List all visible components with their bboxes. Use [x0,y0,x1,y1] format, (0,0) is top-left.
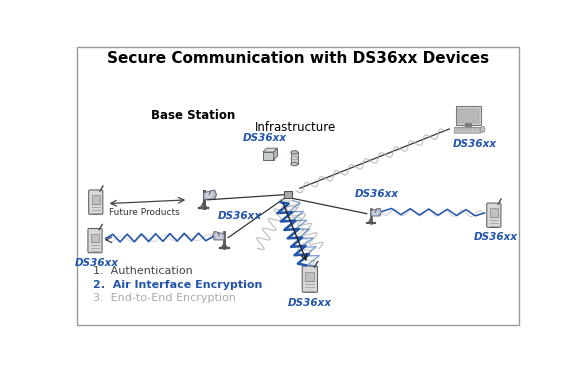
Polygon shape [212,231,224,240]
Bar [458,108,479,123]
Polygon shape [204,190,217,199]
Bar [465,130,468,131]
Text: 1.  Authentication: 1. Authentication [94,266,193,276]
Polygon shape [215,232,223,239]
Ellipse shape [291,151,298,154]
Bar [263,152,274,160]
Text: DS36xx: DS36xx [355,189,399,199]
Text: DS36xx: DS36xx [288,298,332,308]
Text: DS36xx: DS36xx [453,139,496,149]
Polygon shape [372,209,379,215]
Bar [461,130,464,131]
Text: DS36xx: DS36xx [473,232,517,242]
Bar [469,128,472,130]
Bar [457,128,460,130]
Bar [469,130,472,131]
Text: Secure Communication with DS36xx Devices: Secure Communication with DS36xx Devices [107,51,489,66]
FancyBboxPatch shape [302,266,317,292]
Text: Infrastructure: Infrastructure [255,121,336,134]
Ellipse shape [291,162,298,166]
FancyBboxPatch shape [88,228,102,253]
Ellipse shape [481,127,485,132]
Polygon shape [205,191,214,198]
Bar [489,208,498,217]
Text: DS36xx: DS36xx [243,133,288,143]
FancyBboxPatch shape [455,127,481,133]
Bar [305,272,314,281]
Bar [465,128,468,130]
Text: DS36xx: DS36xx [218,211,262,221]
Bar [456,107,481,125]
Bar [91,195,100,204]
Bar [478,128,481,130]
Text: Future Products: Future Products [108,208,179,217]
Text: Base Station: Base Station [151,109,236,123]
Text: 3.  End-to-End Encryption: 3. End-to-End Encryption [94,293,236,303]
Text: DS36xx: DS36xx [74,258,119,268]
Bar [91,234,99,242]
Bar [474,130,477,131]
Bar [478,130,481,131]
Bar [474,128,477,130]
Bar [291,152,298,164]
Bar [285,190,292,198]
FancyBboxPatch shape [487,203,501,227]
FancyBboxPatch shape [88,190,103,214]
Polygon shape [263,148,278,152]
Bar [457,130,460,131]
Polygon shape [371,208,381,216]
Bar [461,128,464,130]
Text: 2.  Air Interface Encryption: 2. Air Interface Encryption [94,280,263,290]
Polygon shape [274,148,278,160]
